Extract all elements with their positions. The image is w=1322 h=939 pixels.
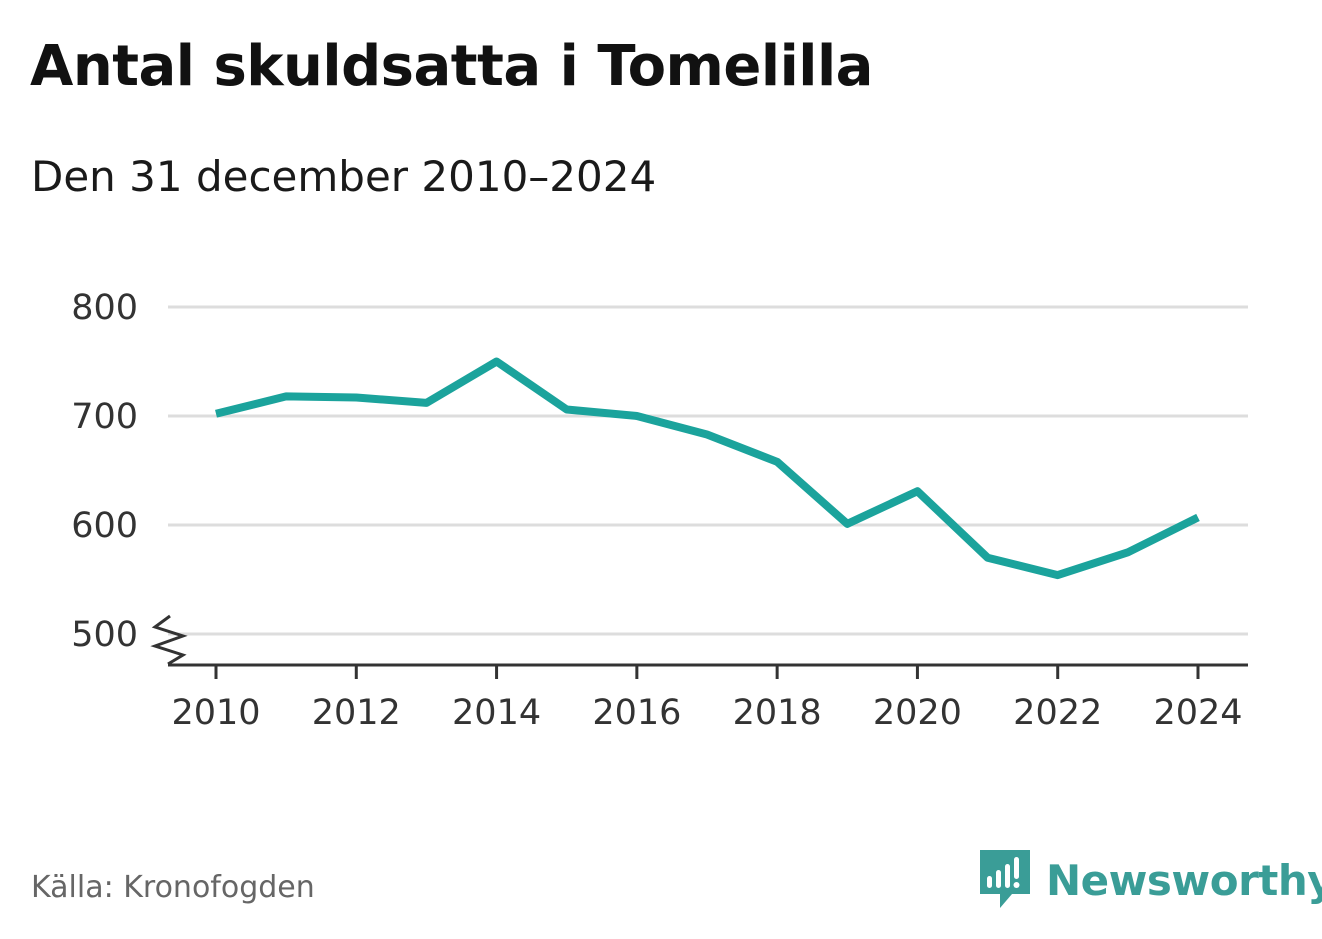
y-tick-label: 800 <box>71 288 138 328</box>
x-tick-label: 2012 <box>312 693 401 733</box>
source-note: Källa: Kronofogden <box>31 870 315 905</box>
series-line-0 <box>215 357 1200 580</box>
x-tick-label: 2016 <box>592 693 681 733</box>
y-tick-label: 700 <box>71 397 138 437</box>
x-tick-label: 2018 <box>733 693 822 733</box>
newsworthy-logo[interactable]: Newsworthy <box>980 850 1322 910</box>
x-tick-label: 2022 <box>1013 693 1102 733</box>
series-line-layer <box>215 357 1200 580</box>
x-tick-label: 2014 <box>452 693 541 733</box>
gridlines <box>168 305 1248 636</box>
tick-labels: 500 600 700 800 2010 2012 2014 2016 2018 2020 2022… <box>71 288 1242 733</box>
axis-break-symbol <box>150 614 188 666</box>
chart-subtitle: Den 31 december 2010–2024 <box>31 152 657 201</box>
chart-title: Antal skuldsatta i Tomelilla <box>30 34 873 99</box>
x-tick-label: 2020 <box>873 693 962 733</box>
x-tick-label: 2024 <box>1153 693 1242 733</box>
brand-name: Newsworthy <box>1046 855 1322 905</box>
bar-chart-speech-bubble-icon <box>980 850 1030 908</box>
x-axis <box>168 663 1248 679</box>
y-tick-label: 500 <box>71 615 138 655</box>
y-tick-label: 600 <box>71 506 138 546</box>
x-tick-label: 2010 <box>171 693 260 733</box>
axis-break-zigzag <box>150 614 188 666</box>
